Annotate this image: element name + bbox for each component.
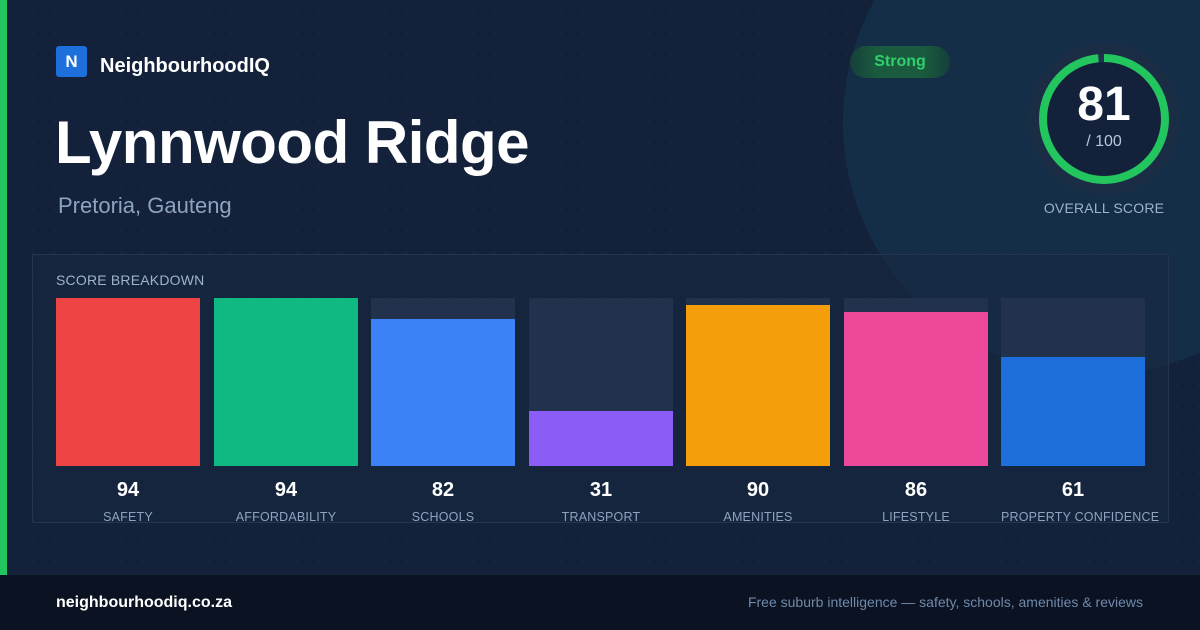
score-bar-label: AFFORDABILITY [235, 510, 337, 524]
score-bar-track [56, 298, 200, 466]
score-bar-track [844, 298, 988, 466]
brand[interactable]: N NeighbourhoodIQ [56, 46, 270, 77]
score-bar-track [1001, 298, 1145, 466]
score-bar-value: 82 [431, 479, 455, 501]
score-bar-label: AMENITIES [723, 510, 793, 524]
score-bar-safety: 94 SAFETY [56, 298, 200, 524]
rating-badge: Strong [850, 46, 950, 78]
score-bar-track [686, 298, 830, 466]
score-bar-value: 90 [746, 479, 770, 501]
score-bar-track [529, 298, 673, 466]
suburb-title: Lynnwood Ridge [55, 109, 530, 176]
score-bar-value: 61 [1061, 479, 1085, 501]
score-bar-value: 94 [116, 479, 140, 501]
score-ring-graphic [1028, 43, 1180, 195]
overall-score-label: OVERALL SCORE [1043, 200, 1165, 216]
score-bar-fill [529, 410, 673, 466]
accent-stripe [0, 0, 7, 575]
score-bar-property-confidence: 61 PROPERTY CONFIDENCE [1001, 298, 1160, 524]
suburb-location: Pretoria, Gauteng [58, 193, 232, 218]
score-bar-fill [214, 298, 358, 466]
score-bar-affordability: 94 AFFORDABILITY [214, 298, 358, 524]
footer: neighbourhoodiq.co.za Free suburb intell… [0, 575, 1200, 630]
score-bar-label: LIFESTYLE [882, 510, 950, 524]
score-bar-fill [371, 319, 515, 466]
score-bar-label: TRANSPORT [561, 510, 641, 524]
score-bar-label: PROPERTY CONFIDENCE [1001, 510, 1160, 524]
score-bar-value: 31 [589, 479, 613, 501]
score-bar-fill [1001, 356, 1145, 466]
footer-url-link[interactable]: neighbourhoodiq.co.za [56, 594, 232, 611]
score-bar-fill [686, 305, 830, 466]
score-breakdown-panel: SCORE BREAKDOWN 94 SAFETY 94 AFFORDABILITY 8… [32, 254, 1169, 524]
footer-tagline: Free suburb intelligence — safety, schoo… [747, 594, 1143, 610]
score-bar-track [371, 298, 515, 466]
overall-score-value: 81 [1077, 78, 1131, 131]
brand-logo-icon: N [56, 46, 87, 77]
score-bar-label: SCHOOLS [411, 510, 475, 524]
score-bar-fill [844, 312, 988, 466]
score-ring-background [1043, 58, 1165, 180]
score-ring-progress [1039, 54, 1169, 184]
score-bar-fill [56, 298, 200, 466]
brand-name: NeighbourhoodIQ [100, 55, 270, 77]
score-bar-value: 86 [904, 479, 928, 501]
overall-score-ring: 81 / 100 [1028, 43, 1180, 195]
score-bar-lifestyle: 86 LIFESTYLE [844, 298, 988, 524]
score-bar-value: 94 [274, 479, 298, 501]
score-bar-label: SAFETY [103, 510, 153, 524]
overall-score-max: / 100 [1086, 133, 1122, 150]
score-bar-amenities: 90 AMENITIES [686, 298, 830, 524]
score-breakdown-title: SCORE BREAKDOWN [56, 272, 205, 288]
score-bar-schools: 82 SCHOOLS [371, 298, 515, 524]
score-bar-track [214, 298, 358, 466]
score-bar-transport: 31 TRANSPORT [529, 298, 673, 524]
